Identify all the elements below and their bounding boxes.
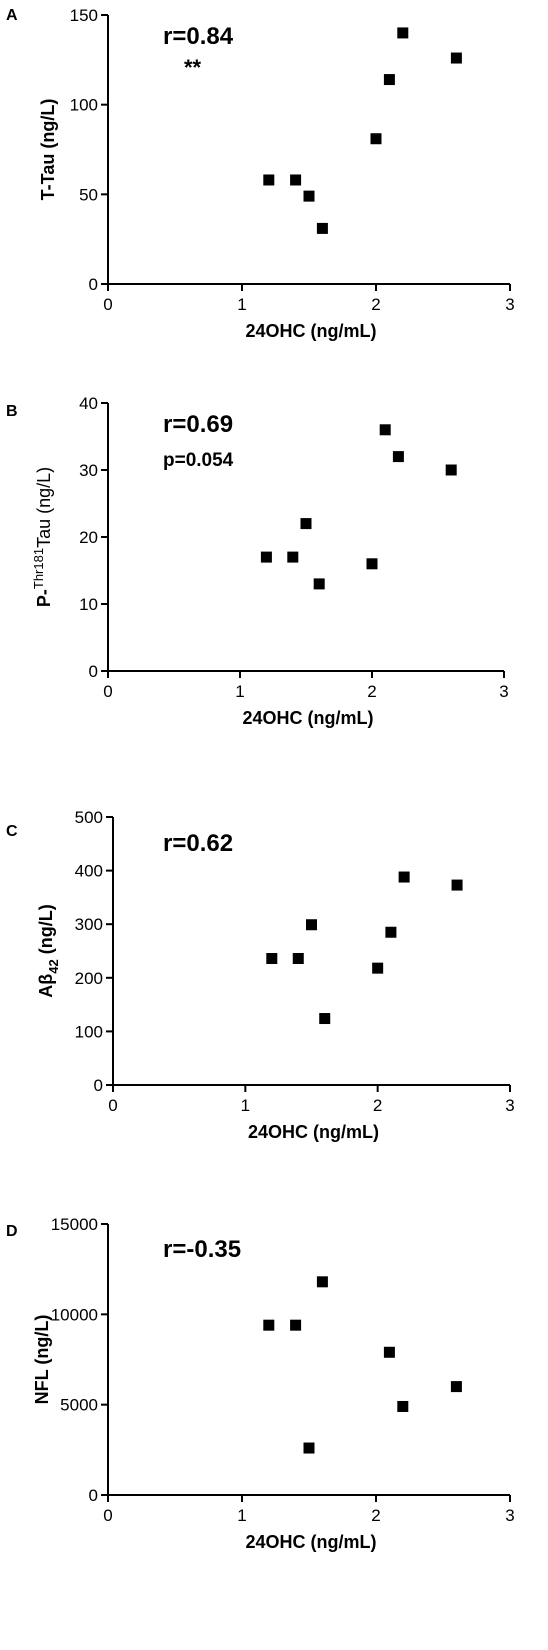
panel-b: B 0 10 20 30 40 0 1 2 3 24OHC (ng/mL) P-Thr181Tau (…	[6, 394, 509, 728]
y-tick-label: 200	[75, 969, 103, 988]
data-point	[370, 133, 382, 145]
data-point	[290, 1319, 302, 1331]
data-point	[397, 27, 409, 39]
data-point	[292, 953, 304, 965]
data-point	[300, 518, 312, 530]
data-point	[450, 1381, 462, 1393]
x-axis-title: 24OHC (ng/mL)	[248, 1122, 379, 1142]
y-axis-title: NFL (ng/L)	[32, 1315, 52, 1405]
data-point	[445, 464, 457, 476]
correlation-label: r=0.84	[163, 23, 234, 50]
data-point	[319, 1013, 331, 1025]
data-point	[263, 174, 275, 186]
data-point	[306, 919, 317, 931]
x-tick-label: 1	[237, 1506, 246, 1525]
y-axis-title-part: (ng/L)	[36, 904, 56, 959]
significance-label: **	[184, 55, 202, 80]
data-point	[287, 551, 299, 563]
data-point	[290, 174, 302, 186]
x-tick-label: 3	[499, 682, 508, 701]
x-tick-label: 0	[103, 682, 112, 701]
x-tick-label: 0	[103, 1506, 112, 1525]
y-tick-label: 100	[75, 1022, 103, 1041]
data-point	[372, 962, 384, 974]
y-tick-label: 10000	[51, 1305, 98, 1324]
x-axis-title: 24OHC (ng/mL)	[245, 1532, 376, 1552]
x-tick-label: 1	[241, 1096, 250, 1115]
data-point	[303, 1442, 315, 1454]
panel-letter: D	[6, 1223, 18, 1240]
y-axis-title-part: Aβ	[36, 974, 56, 998]
x-tick-label: 3	[505, 1096, 514, 1115]
data-point	[260, 551, 272, 563]
y-tick-label: 5000	[60, 1396, 98, 1415]
correlation-label: r=0.62	[163, 830, 233, 857]
x-tick-label: 2	[367, 682, 376, 701]
data-point	[266, 953, 278, 965]
x-tick-label: 2	[371, 1506, 380, 1525]
data-point	[450, 52, 462, 64]
data-point	[316, 222, 328, 234]
data-point	[397, 1400, 409, 1412]
x-tick-label: 1	[235, 682, 244, 701]
data-point	[383, 1346, 395, 1358]
y-axis-title: Aβ42 (ng/L)	[36, 904, 61, 997]
data-point	[451, 879, 463, 891]
y-tick-label: 10	[79, 595, 98, 614]
y-axis-title-sup: Thr181	[31, 548, 46, 589]
x-tick-label: 0	[108, 1096, 117, 1115]
y-tick-label: 0	[89, 662, 98, 681]
x-tick-label: 2	[373, 1096, 382, 1115]
y-tick-label: 40	[79, 394, 98, 413]
y-tick-label: 150	[70, 6, 98, 25]
y-axis-title: T-Tau (ng/L)	[38, 99, 58, 201]
x-tick-label: 2	[371, 295, 380, 314]
correlation-label: r=0.69	[163, 411, 233, 438]
y-axis-title-part: P-	[34, 589, 54, 607]
y-tick-label: 0	[94, 1076, 103, 1095]
data-point	[263, 1319, 275, 1331]
x-tick-label: 3	[505, 295, 514, 314]
y-tick-label: 300	[75, 915, 103, 934]
y-tick-label: 400	[75, 862, 103, 881]
y-axis-title-part: Tau (ng/L)	[34, 467, 54, 548]
panel-a: A 0 50 100 150 0 1 2 3 24OHC (ng/mL) T-Tau (ng/L) r…	[6, 6, 515, 341]
x-axis-title: 24OHC (ng/mL)	[245, 321, 376, 341]
data-point	[383, 74, 395, 86]
y-axis-title-sub: 42	[46, 959, 61, 973]
x-tick-label: 3	[505, 1506, 514, 1525]
data-point	[398, 871, 410, 883]
y-tick-label: 100	[70, 96, 98, 115]
y-axis-title: P-Thr181Tau (ng/L)	[31, 467, 54, 607]
data-point	[366, 558, 378, 570]
data-point	[313, 578, 325, 590]
x-tick-label: 1	[237, 295, 246, 314]
panel-c: C 0 100 200 300 400 500 0 1 2 3 24OHC (ng/mL) Aβ42 (…	[6, 808, 515, 1142]
y-tick-label: 15000	[51, 1215, 98, 1234]
data-point	[316, 1276, 328, 1288]
panel-letter: B	[6, 403, 18, 420]
panel-d: D 0 5000 10000 15000 0 1 2 3 24OHC (ng/mL) NFL (ng…	[6, 1215, 515, 1552]
y-tick-label: 0	[89, 1486, 98, 1505]
correlation-label: r=-0.35	[163, 1236, 241, 1263]
data-point	[392, 451, 404, 463]
y-tick-label: 50	[79, 185, 98, 204]
y-tick-label: 20	[79, 528, 98, 547]
data-point	[303, 190, 315, 202]
y-tick-label: 500	[75, 808, 103, 827]
x-tick-label: 0	[103, 295, 112, 314]
x-axis-title: 24OHC (ng/mL)	[242, 708, 373, 728]
panel-letter: A	[6, 7, 18, 24]
y-tick-label: 0	[89, 275, 98, 294]
data-point	[385, 926, 397, 938]
significance-label: p=0.054	[163, 450, 234, 471]
y-tick-label: 30	[79, 461, 98, 480]
data-point	[379, 424, 391, 436]
panel-letter: C	[6, 823, 18, 840]
